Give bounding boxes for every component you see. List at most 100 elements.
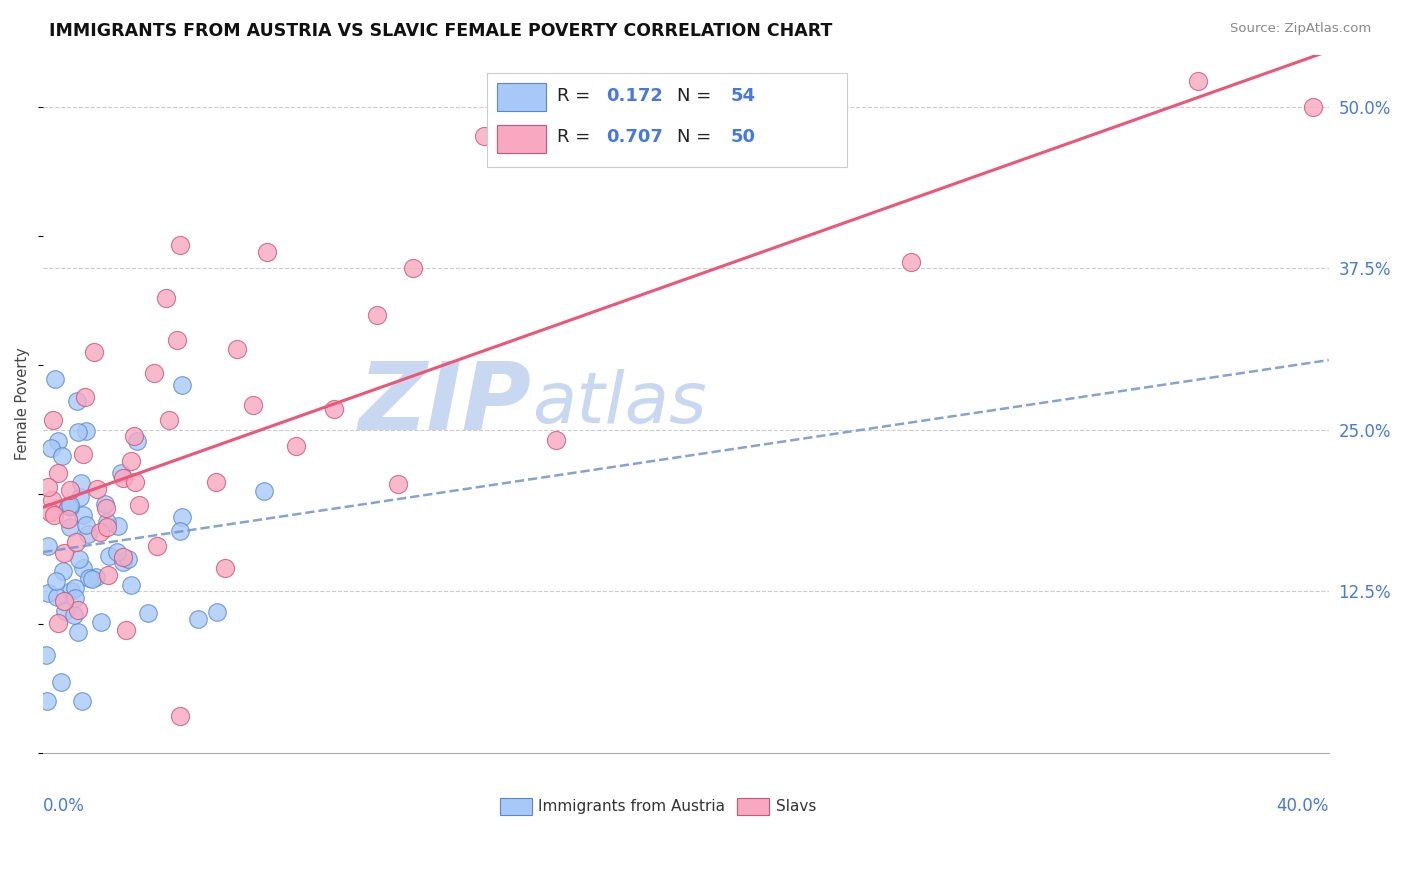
Point <box>42 413 65 427</box>
Point <box>120 578 142 592</box>
Point <box>89 525 111 540</box>
Point <box>366 308 388 322</box>
Text: 50: 50 <box>731 128 756 146</box>
Point <box>402 261 425 276</box>
Point <box>166 333 188 347</box>
Point <box>107 519 129 533</box>
Text: 54: 54 <box>731 87 756 105</box>
Point <box>124 475 146 490</box>
Point <box>66 602 89 616</box>
Text: 0.0%: 0.0% <box>44 797 86 815</box>
Text: IMMIGRANTS FROM AUSTRIA VS SLAVIC FEMALE POVERTY CORRELATION CHART: IMMIGRANTS FROM AUSTRIA VS SLAVIC FEMALE… <box>49 22 832 40</box>
Point <box>37 539 59 553</box>
Point <box>138 606 160 620</box>
Text: Immigrants from Austria: Immigrants from Austria <box>538 799 725 814</box>
Point <box>69 490 91 504</box>
Point <box>42 508 65 522</box>
Point <box>41 441 63 455</box>
Point <box>46 466 69 480</box>
Point <box>58 519 80 533</box>
Point <box>75 425 97 439</box>
Point <box>205 605 228 619</box>
Text: Slavs: Slavs <box>776 799 817 814</box>
Text: 0.707: 0.707 <box>606 128 664 146</box>
Point <box>1187 74 1209 88</box>
Text: atlas: atlas <box>531 369 706 438</box>
Point <box>172 378 194 392</box>
Point <box>387 477 409 491</box>
Point <box>65 393 87 408</box>
Point <box>170 509 193 524</box>
Point <box>75 517 97 532</box>
Text: N =: N = <box>676 128 717 146</box>
Point <box>67 425 90 439</box>
Point <box>83 345 105 359</box>
Point <box>124 429 146 443</box>
Point <box>58 512 80 526</box>
Text: R =: R = <box>557 128 596 146</box>
Text: 0.172: 0.172 <box>606 87 664 105</box>
Point <box>67 552 90 566</box>
Point <box>41 493 63 508</box>
Text: 40.0%: 40.0% <box>1277 797 1329 815</box>
Point <box>127 434 149 448</box>
Point <box>225 342 247 356</box>
Text: ZIP: ZIP <box>359 358 531 450</box>
Point <box>37 586 59 600</box>
Point <box>82 572 104 586</box>
Point <box>323 401 346 416</box>
Point <box>77 527 100 541</box>
Point <box>169 237 191 252</box>
Point <box>105 545 128 559</box>
Point <box>70 694 93 708</box>
Point <box>46 590 69 604</box>
Point <box>98 549 121 564</box>
Point <box>474 128 496 143</box>
Point <box>214 560 236 574</box>
Point <box>187 612 209 626</box>
Point <box>77 571 100 585</box>
Point <box>52 564 75 578</box>
Point <box>53 546 76 560</box>
Point <box>73 390 96 404</box>
Bar <box>496 125 546 153</box>
Point <box>544 433 567 447</box>
Point <box>51 449 73 463</box>
Point <box>96 519 118 533</box>
Point <box>256 244 278 259</box>
Point <box>72 447 94 461</box>
Y-axis label: Female Poverty: Female Poverty <box>15 348 30 460</box>
Point <box>45 574 67 588</box>
Point <box>69 476 91 491</box>
Point <box>63 581 86 595</box>
Point <box>39 505 62 519</box>
Point <box>51 675 73 690</box>
Point <box>900 255 922 269</box>
Point <box>155 291 177 305</box>
Point <box>157 412 180 426</box>
Point <box>110 466 132 480</box>
FancyBboxPatch shape <box>486 72 846 167</box>
Text: R =: R = <box>557 87 596 105</box>
Point <box>59 584 82 599</box>
Point <box>117 552 139 566</box>
Point <box>46 434 69 448</box>
Point <box>145 540 167 554</box>
Point <box>169 524 191 538</box>
Point <box>204 475 226 490</box>
Point <box>112 471 135 485</box>
Point <box>112 555 135 569</box>
Point <box>284 439 307 453</box>
Point <box>128 498 150 512</box>
Point <box>37 480 59 494</box>
Point <box>37 694 59 708</box>
Point <box>72 508 94 523</box>
Point <box>111 550 134 565</box>
Point <box>120 454 142 468</box>
Point <box>59 483 82 497</box>
Point <box>1302 100 1324 114</box>
Point <box>84 570 107 584</box>
Text: Source: ZipAtlas.com: Source: ZipAtlas.com <box>1230 22 1371 36</box>
Point <box>59 500 82 514</box>
Point <box>86 482 108 496</box>
